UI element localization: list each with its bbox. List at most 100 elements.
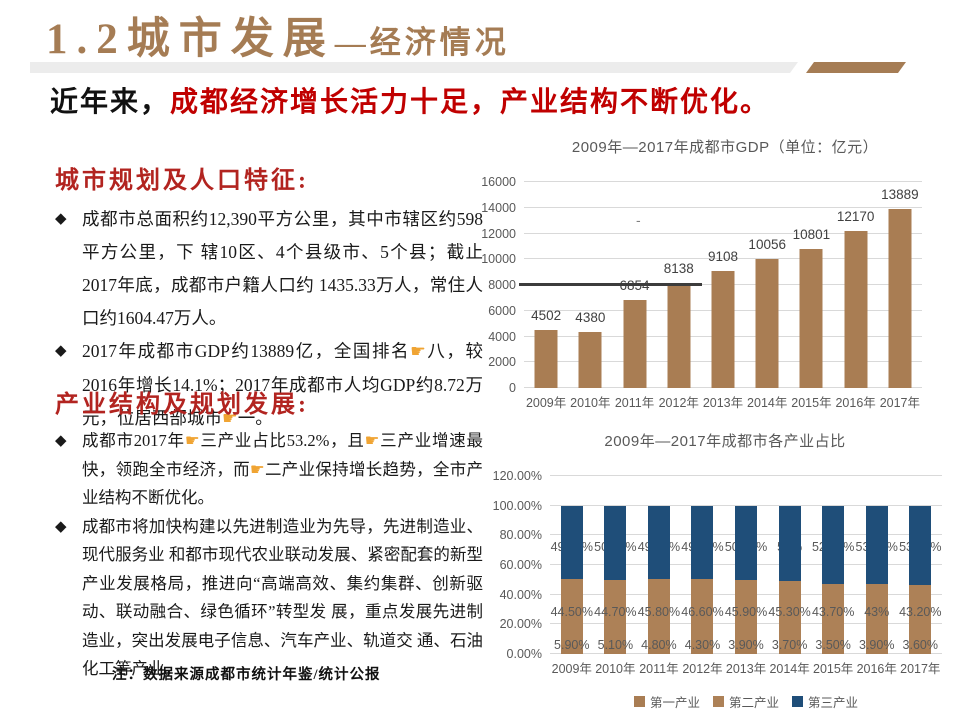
gdp-bar <box>667 283 691 388</box>
industry-bar-column: 3.60%43.20%53.20% <box>899 476 943 654</box>
slide-subtitle: 近年来，成都经济增长活力十足，产业结构不断优化。 <box>50 80 770 120</box>
diamond-bullet-icon: ◆ <box>55 518 67 535</box>
x-tick-label: 2015年 <box>813 662 854 676</box>
gdp-bar-column: 10056 <box>745 182 789 388</box>
x-tick-label: 2014年 <box>769 662 810 676</box>
industry-bar-segment-第一产业 <box>909 648 932 654</box>
x-tick-label: 2009年 <box>525 396 567 410</box>
y-tick-label: 80.00% <box>499 528 542 543</box>
industry-bar-segment-第二产业 <box>691 578 714 648</box>
x-tick-label: 2017年 <box>900 662 941 676</box>
x-tick-label: 2014年 <box>747 396 788 410</box>
gdp-bar-value: 4502 <box>531 308 562 324</box>
bullet-item: ◆ 成都市总面积约12,390平方公里，其中市辖区约598平方公里，下 辖10区、… <box>55 203 483 335</box>
y-tick-label: 16000 <box>481 175 516 189</box>
header-divider-gray <box>30 62 798 73</box>
industry-bar-label: 5.10% <box>597 638 634 652</box>
section-heading: 产业结构及规划发展: <box>55 392 309 418</box>
y-tick-label: 0.00% <box>506 647 542 661</box>
y-tick-label: 10000 <box>481 252 516 267</box>
gridline <box>550 475 942 476</box>
x-tick-label: 2013年 <box>702 396 744 410</box>
gdp-bar-value: 9108 <box>707 248 739 264</box>
industry-bar-segment-第三产业 <box>691 505 714 579</box>
legend-item: 第三产业 <box>792 692 858 711</box>
x-tick-label: 2010年 <box>570 396 611 410</box>
x-tick-label: 2015年 <box>791 396 832 410</box>
gridline <box>524 181 922 182</box>
industry-bar-label: 44.70% <box>594 605 637 619</box>
gdp-bar <box>623 299 647 388</box>
industry-bar-segment-第一产业 <box>560 645 583 654</box>
legend-label: 第三产业 <box>808 696 859 710</box>
industry-bar-segment-第二产业 <box>865 584 888 649</box>
y-tick-label: 8000 <box>488 278 516 292</box>
legend-swatch <box>792 696 803 707</box>
industry-bar-column: 3.90%43%53.10% <box>855 476 899 654</box>
gdp-chart-plot-area: - 45024380685481389108100561080112170138… <box>481 175 922 395</box>
gdp-bar-column: 13889 <box>878 182 922 388</box>
x-tick-label: 2012年 <box>658 396 699 410</box>
industry-bar-label: 4.30% <box>684 638 721 652</box>
gridline <box>550 504 942 506</box>
bullet-item: ◆ 成都市将加快构建以先进制造业为先导，先进制造业、现代服务业 和都市现代农业联动… <box>55 513 483 684</box>
industry-chart-title: 2009年—2017年成都市各产业占比 <box>604 433 846 450</box>
industry-bar-segment-第一产业 <box>778 648 801 654</box>
industry-bar-segment-第二产业 <box>560 579 583 646</box>
industry-bar-label: 3.90% <box>728 638 764 652</box>
y-tick-label: 20.00% <box>499 617 542 632</box>
pointing-finger-icon: ☛ <box>364 431 380 450</box>
industry-bar-label: 3.70% <box>771 638 808 652</box>
x-tick-label: 2011年 <box>614 396 655 410</box>
page-title-sub: —经济情况 <box>334 25 510 60</box>
industry-bar-label: 43.20% <box>899 605 942 619</box>
y-tick-label: 100.00% <box>492 498 542 513</box>
industry-bar-label: 3.60% <box>902 638 939 652</box>
x-tick-label: 2013年 <box>725 662 767 676</box>
gdp-bar-value: 13889 <box>881 187 919 203</box>
y-tick-label: 14000 <box>481 200 516 215</box>
header-divider-brown <box>806 62 906 73</box>
industry-bar-segment-第二产业 <box>735 580 758 649</box>
gdp-bar-column: 9108 <box>701 182 745 388</box>
page-title-main: 1.2城市发展 <box>46 16 335 63</box>
industry-bar-column: 4.80%45.80%49.40% <box>637 476 681 654</box>
gdp-x-axis-labels: 2009年 2010年 2011年 2012年 2013年 2014年 2015年 2016年… <box>524 392 922 411</box>
industry-bar-label: 45.80% <box>637 605 681 619</box>
gdp-bar-value: 8138 <box>663 261 694 277</box>
legend-label: 第二产业 <box>728 696 779 710</box>
industry-chart-plot-area: 5.90%44.50%49.60%5.10%44.70%50.20%4.80%4… <box>493 469 943 661</box>
industry-bar-segment-第一产业 <box>735 648 758 654</box>
legend-swatch <box>633 696 645 707</box>
industry-bar-segment-第二产业 <box>822 584 845 649</box>
industry-bar-segment-第三产业 <box>822 505 845 584</box>
pointing-finger-icon: ☛ <box>249 459 265 479</box>
gridline <box>524 258 922 260</box>
legend-swatch <box>712 696 724 707</box>
x-tick-label: 2016年 <box>835 396 876 410</box>
gdp-bar-column: 10801 <box>789 182 833 388</box>
gdp-bar <box>578 331 602 388</box>
industry-bar-label: 3.90% <box>858 638 895 652</box>
gdp-bar-chart: 2009年—2017年成都市GDP（单位：亿元） - 4502438068548… <box>481 136 958 426</box>
pointing-finger-icon: ☛ <box>222 409 238 429</box>
y-tick-label: 2000 <box>488 355 516 370</box>
bullet-list: ◆ 成都市2017年☛三产业占比53.2%，且☛三产业增速最快，领跑全市经济，而☛… <box>55 427 483 684</box>
gdp-bar-column: 4380 <box>568 182 612 388</box>
industry-bar-label: 46.60% <box>681 605 724 619</box>
industry-chart-legend: 第一产业 第二产业 第三产业 <box>550 692 942 711</box>
x-tick-label: 2009年 <box>551 662 592 676</box>
diamond-bullet-icon: ◆ <box>55 211 67 227</box>
gdp-bar <box>755 258 779 388</box>
y-tick-label: 40.00% <box>499 587 542 602</box>
gdp-chart-title: 2009年—2017年成都市GDP（单位：亿元） <box>571 139 879 156</box>
industry-bar-label: 45.30% <box>768 605 811 619</box>
industry-bar-column: 3.50%43.70%52.80% <box>811 476 855 654</box>
pointing-finger-icon: ☛ <box>410 342 426 362</box>
gdp-bar <box>711 270 735 388</box>
bullet-list: ◆ 成都市总面积约12,390平方公里，其中市辖区约598平方公里，下 辖10区、… <box>55 203 483 436</box>
gridline <box>524 232 922 234</box>
legend-item: 第二产业 <box>712 692 779 711</box>
industry-bar-segment-第三产业 <box>865 505 888 585</box>
industry-bar-segment-第三产业 <box>647 505 670 579</box>
